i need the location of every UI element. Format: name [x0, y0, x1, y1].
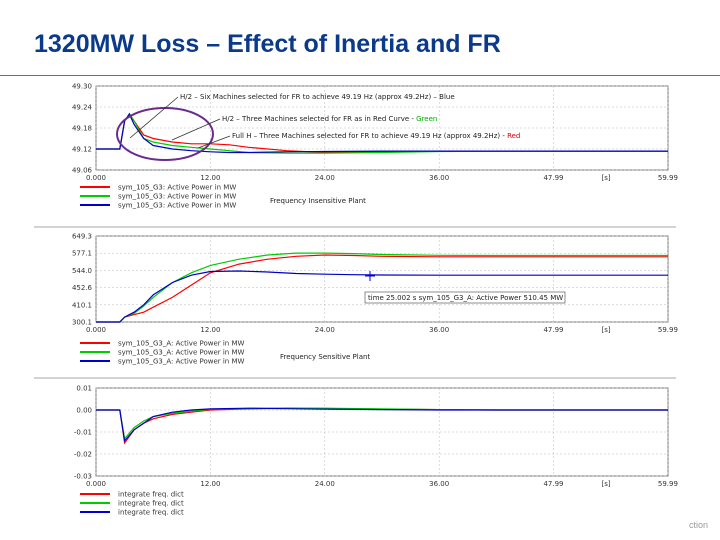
x-tick-label: 0.000	[86, 326, 106, 334]
annotation-pointer	[197, 135, 231, 149]
annotation-pointer	[171, 118, 221, 141]
legend-label: sym_105_G3: Active Power in MW	[118, 184, 236, 192]
y-tick-label: 577.1	[72, 250, 92, 258]
y-tick-label: 410.1	[72, 301, 92, 309]
green-keyword: Green	[416, 115, 437, 123]
x-tick-label: 12.00	[200, 480, 220, 488]
y-tick-label: 49.18	[72, 125, 92, 133]
x-tick-label: 47.99	[543, 174, 563, 182]
legend-label: sym_105_G3_A: Active Power in MW	[118, 340, 245, 348]
red-keyword: Red	[507, 132, 520, 140]
x-tick-label: 24.00	[315, 174, 335, 182]
y-tick-label: 544.0	[72, 267, 92, 275]
x-tick-label: [s]	[601, 174, 610, 182]
x-tick-label: 59.99	[658, 480, 678, 488]
y-tick-label: 452.6	[72, 284, 93, 292]
series-line-1	[96, 407, 668, 445]
x-tick-label: 12.00	[200, 326, 220, 334]
y-tick-label: -0.01	[74, 429, 92, 437]
highlight-ellipse	[116, 107, 214, 161]
x-tick-label: 36.00	[429, 326, 449, 334]
cursor-readout-box	[364, 291, 566, 304]
legend-label: sym_105_G3: Active Power in MW	[118, 193, 236, 201]
y-tick-label: 49.06	[72, 167, 93, 175]
legend-label: integrate freq. dict	[118, 509, 184, 517]
annotation-pointer	[129, 96, 179, 139]
legend-label: sym_105_G3: Active Power in MW	[118, 202, 236, 210]
legend-label: integrate freq. dict	[118, 500, 184, 508]
title-divider	[0, 75, 720, 76]
x-tick-label: 36.00	[429, 174, 449, 182]
x-tick-label: 47.99	[543, 480, 563, 488]
y-tick-label: 0.00	[76, 407, 92, 415]
x-tick-label: 24.00	[315, 326, 335, 334]
x-tick-label: 59.99	[658, 174, 678, 182]
plant-type-label: Frequency Sensitive Plant	[280, 353, 370, 361]
series-line-3	[96, 270, 668, 323]
y-tick-label: -0.03	[74, 473, 92, 481]
legend-label: sym_105_G3_A: Active Power in MW	[118, 358, 245, 366]
slide-title: 1320MW Loss – Effect of Inertia and FR	[34, 30, 501, 58]
series-line-2	[96, 407, 668, 440]
y-tick-label: 49.30	[72, 83, 92, 91]
series-line-2	[96, 252, 668, 323]
cursor-readout-text: time 25.002 s sym_105_G3_A: Active Power…	[368, 294, 563, 302]
legend-label: integrate freq. dict	[118, 491, 184, 499]
x-tick-label: [s]	[601, 326, 610, 334]
legend-label: sym_105_G3_A: Active Power in MW	[118, 349, 245, 357]
x-tick-label: 59.99	[658, 326, 678, 334]
x-tick-label: 0.000	[86, 480, 106, 488]
y-tick-label: -0.02	[74, 451, 92, 459]
y-tick-label: 49.12	[72, 146, 92, 154]
footer-text: ction	[688, 520, 708, 530]
y-tick-label: 0.01	[76, 385, 92, 393]
x-tick-label: 24.00	[315, 480, 335, 488]
x-tick-label: [s]	[601, 480, 610, 488]
x-tick-label: 36.00	[429, 480, 449, 488]
series-line-3	[96, 407, 668, 443]
y-tick-label: 649.3	[72, 233, 92, 241]
series-line-1	[96, 254, 668, 323]
annotation-green-case: H/2 – Three Machines selected for FR as …	[222, 115, 437, 123]
annotation-red-case: Full H – Three Machines selected for FR …	[232, 132, 520, 140]
x-tick-label: 0.000	[86, 174, 106, 182]
annotation-blue-case: H/2 – Six Machines selected for FR to ac…	[180, 93, 455, 101]
x-tick-label: 47.99	[543, 326, 563, 334]
x-tick-label: 12.00	[200, 174, 220, 182]
y-tick-label: 300.1	[72, 319, 92, 327]
plant-type-label: Frequency Insensitive Plant	[270, 197, 366, 205]
y-tick-label: 49.24	[72, 104, 93, 112]
